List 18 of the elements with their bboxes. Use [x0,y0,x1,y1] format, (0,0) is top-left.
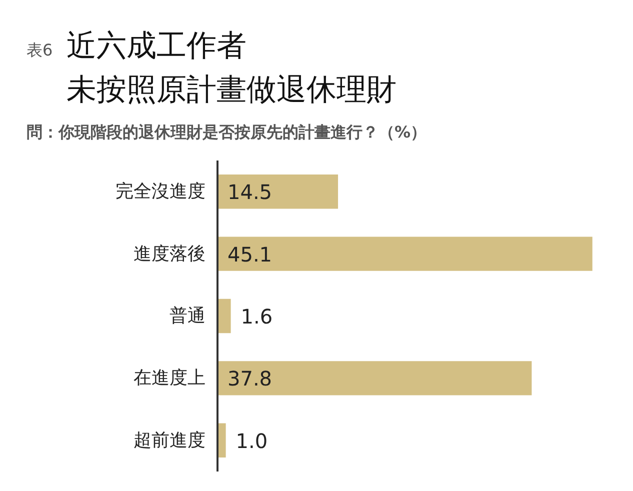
data-label: 45.1 [228,242,272,266]
y-tick-label: 進度落後 [134,243,206,264]
text: 表6 [26,40,53,60]
data-label: 37.8 [228,366,272,391]
bar [218,423,226,458]
data-label: 14.5 [228,180,272,204]
data-label: 1.6 [240,304,273,328]
bar [218,361,532,396]
bar [218,174,338,209]
bar [218,298,231,334]
chart-title: 近六成工作者未按照原計畫做退休理財 [66,28,396,108]
chart-subtitle: 問：你現階段的退休理財是否按原先的計畫進行？（%） [26,122,427,142]
y-tick-label: 完全沒進度 [116,181,206,202]
y-tick-label: 在進度上 [134,368,206,389]
bar [218,236,592,271]
y-tick-label: 超前進度 [134,430,206,451]
y-tick-label: 普通 [170,306,206,326]
data-label: 1.0 [236,428,268,453]
